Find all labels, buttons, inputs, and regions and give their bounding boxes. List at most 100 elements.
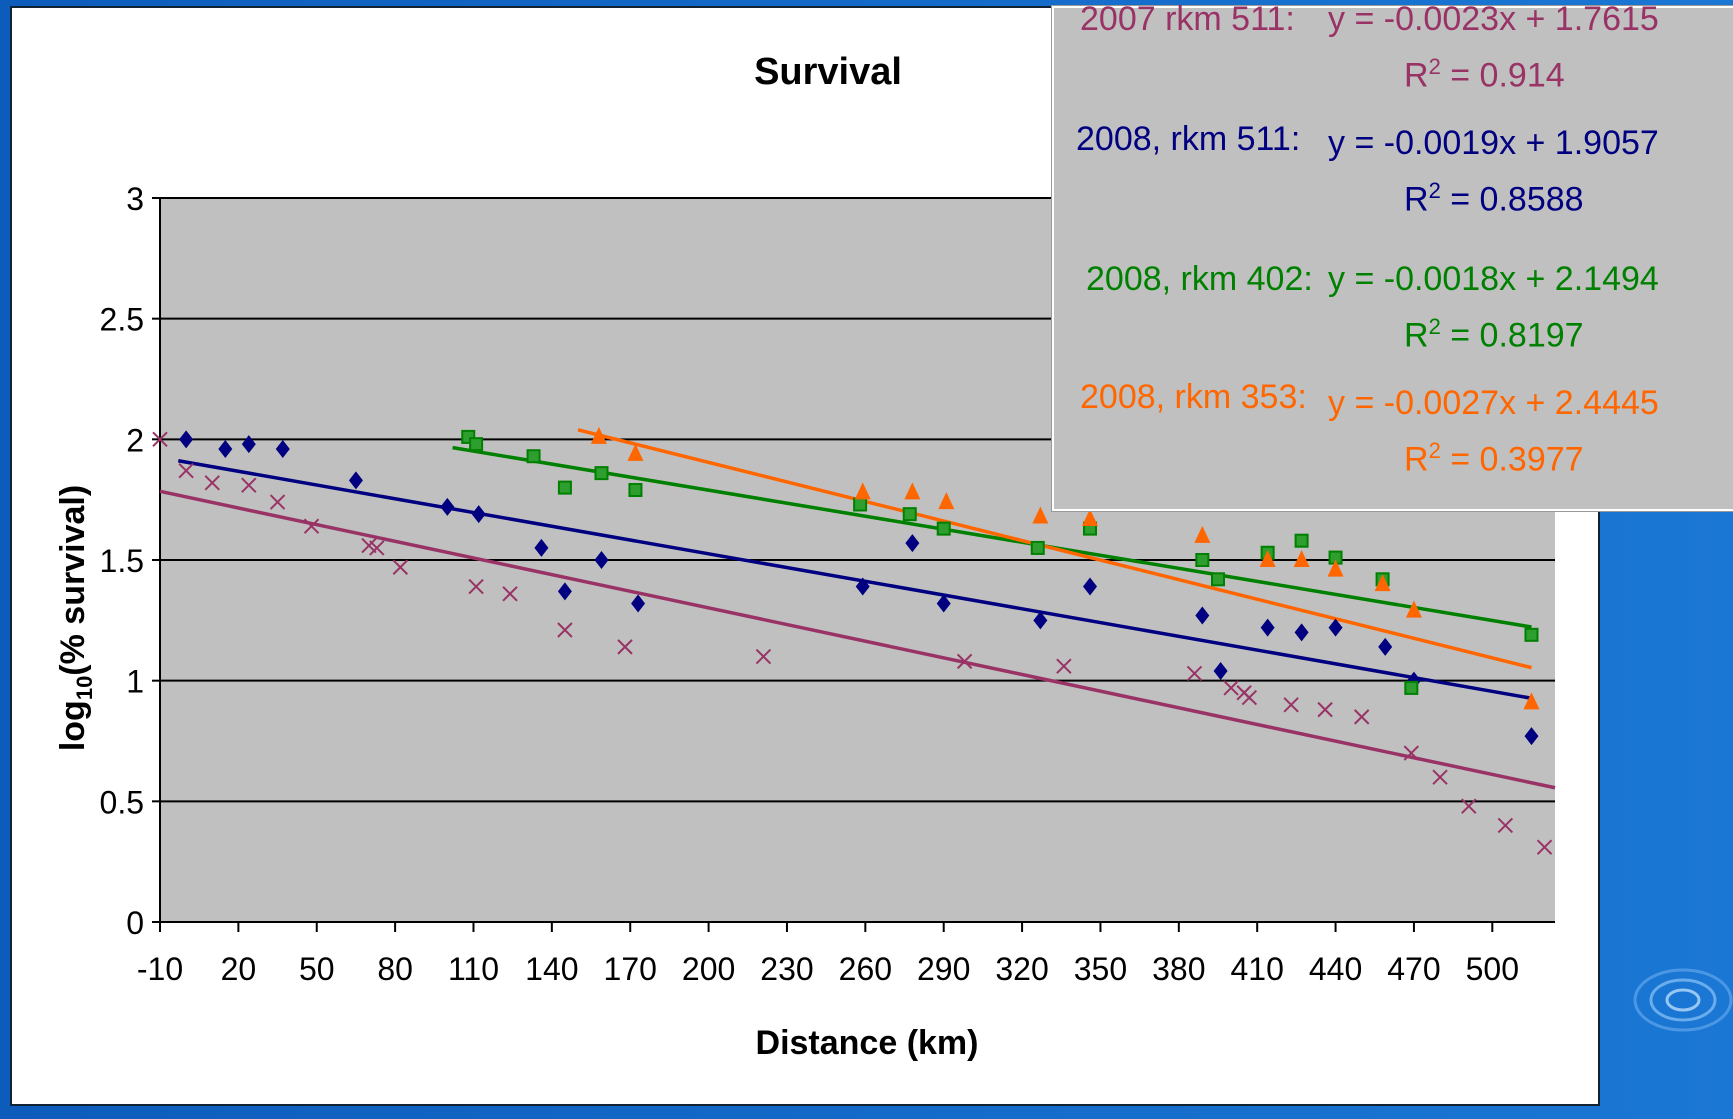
trendline-equation: y = -0.0019x + 1.9057 bbox=[1328, 124, 1659, 162]
data-point-diamond bbox=[936, 594, 951, 613]
data-point-x bbox=[1403, 745, 1420, 761]
data-point-square bbox=[936, 521, 951, 536]
data-point-diamond bbox=[1524, 727, 1539, 746]
data-point-diamond bbox=[471, 505, 486, 524]
x-tick-label: 110 bbox=[448, 951, 499, 987]
x-tick-label: -10 bbox=[137, 951, 183, 987]
data-point-square bbox=[557, 480, 572, 495]
data-point-triangle bbox=[1523, 692, 1540, 710]
data-point-diamond bbox=[1033, 611, 1048, 630]
data-point-diamond bbox=[440, 497, 455, 516]
trendline bbox=[159, 489, 1556, 790]
trendline-equation: y = -0.0018x + 2.1494 bbox=[1328, 260, 1659, 298]
data-point-square bbox=[1294, 533, 1309, 548]
x-tick-label: 440 bbox=[1309, 951, 1362, 987]
data-point-triangle bbox=[590, 426, 607, 444]
data-point-square bbox=[526, 449, 541, 464]
y-tick-label: 0.5 bbox=[100, 784, 144, 820]
data-point-triangle bbox=[627, 443, 644, 461]
data-point-diamond bbox=[855, 577, 870, 596]
x-tick-label: 410 bbox=[1230, 951, 1283, 987]
data-point-diamond bbox=[218, 439, 233, 458]
x-tick-label: 380 bbox=[1152, 951, 1205, 987]
equation-series-label: 2008, rkm 402: bbox=[1086, 260, 1313, 298]
data-point-square bbox=[1195, 553, 1210, 567]
trendline-equation: y = -0.0027x + 2.4445 bbox=[1328, 384, 1659, 422]
y-tick-label: 3 bbox=[126, 181, 144, 217]
data-point-triangle bbox=[1293, 550, 1310, 567]
data-point-x bbox=[1283, 697, 1299, 713]
data-point-x bbox=[755, 648, 772, 665]
data-point-triangle bbox=[1327, 559, 1344, 577]
data-point-square bbox=[1211, 572, 1226, 587]
data-point-x bbox=[1461, 798, 1477, 814]
x-tick-label: 140 bbox=[525, 951, 578, 987]
data-point-x bbox=[303, 518, 320, 534]
r-squared-value: R2 = 0.3977 bbox=[1404, 438, 1584, 479]
chart-title: Survival bbox=[754, 51, 902, 93]
y-tick-label: 2 bbox=[126, 422, 144, 458]
equation-series-label: 2008, rkm 511: bbox=[1076, 120, 1301, 158]
r-squared-value: R2 = 0.8588 bbox=[1404, 178, 1584, 219]
data-point-x bbox=[269, 494, 286, 510]
data-point-x bbox=[1223, 680, 1239, 696]
data-point-x bbox=[1186, 665, 1203, 682]
data-point-diamond bbox=[1083, 577, 1097, 596]
x-tick-label: 200 bbox=[682, 951, 735, 987]
data-point-diamond bbox=[275, 439, 290, 458]
data-point-x bbox=[557, 622, 573, 638]
chart-panel: Survival 0 0.5 1 1.5 2 2.5 3 -10 20 50 80 110 140 170… bbox=[10, 0, 1733, 1106]
trendline bbox=[177, 458, 1532, 700]
data-point-diamond bbox=[1213, 662, 1228, 681]
data-point-triangle bbox=[854, 482, 871, 500]
data-point-diamond bbox=[179, 430, 194, 449]
data-point-diamond bbox=[348, 471, 363, 490]
y-axis-label-subscript: 10 bbox=[72, 676, 97, 700]
water-ripple-logo-icon bbox=[1633, 968, 1733, 1032]
data-point-diamond bbox=[241, 435, 256, 454]
data-point-square bbox=[1404, 680, 1419, 695]
trendline bbox=[577, 428, 1532, 670]
data-point-x bbox=[1432, 769, 1448, 785]
data-point-diamond bbox=[1294, 623, 1309, 642]
trendline-equation: y = -0.0023x + 1.7615 bbox=[1328, 0, 1659, 38]
equation-series-label: 2008, rkm 353: bbox=[1080, 378, 1307, 416]
data-point-x bbox=[502, 586, 518, 602]
data-point-x bbox=[1241, 689, 1258, 706]
data-point-diamond bbox=[1328, 618, 1343, 637]
data-point-diamond bbox=[557, 582, 572, 601]
x-tick-label: 230 bbox=[760, 951, 813, 987]
data-point-square bbox=[594, 466, 609, 481]
data-point-x bbox=[1536, 839, 1553, 855]
y-tick-label: 1.5 bbox=[100, 543, 144, 579]
data-point-diamond bbox=[631, 594, 646, 613]
data-point-square bbox=[628, 483, 643, 498]
equation-series-label: 2007 rkm 511: bbox=[1080, 0, 1295, 38]
x-tick-label: 470 bbox=[1387, 951, 1440, 987]
data-point-triangle bbox=[1259, 550, 1276, 567]
y-tick-label: 2.5 bbox=[100, 302, 144, 338]
data-point-diamond bbox=[1260, 618, 1275, 637]
x-tick-label: 50 bbox=[299, 951, 335, 987]
trendline bbox=[452, 445, 1532, 629]
x-tick-label: 80 bbox=[377, 951, 413, 987]
data-point-x bbox=[1497, 817, 1514, 834]
data-point-x bbox=[468, 578, 484, 595]
x-tick-label: 350 bbox=[1074, 951, 1127, 987]
data-point-diamond bbox=[594, 551, 609, 569]
data-point-square bbox=[1030, 540, 1045, 555]
data-point-diamond bbox=[1378, 637, 1393, 656]
data-point-x bbox=[178, 462, 194, 479]
x-tick-label: 260 bbox=[839, 951, 892, 987]
data-point-triangle bbox=[938, 492, 955, 510]
x-tick-label: 290 bbox=[917, 951, 970, 987]
x-tick-label: 170 bbox=[604, 951, 657, 987]
y-tick-label: 1 bbox=[126, 664, 144, 700]
x-axis-label: Distance (km) bbox=[756, 1024, 979, 1062]
data-point-x bbox=[392, 559, 409, 575]
y-tick-label: 0 bbox=[126, 905, 144, 941]
data-point-x bbox=[1056, 658, 1072, 674]
data-point-triangle bbox=[1082, 508, 1098, 526]
data-point-diamond bbox=[534, 538, 549, 557]
data-point-triangle bbox=[904, 482, 921, 500]
